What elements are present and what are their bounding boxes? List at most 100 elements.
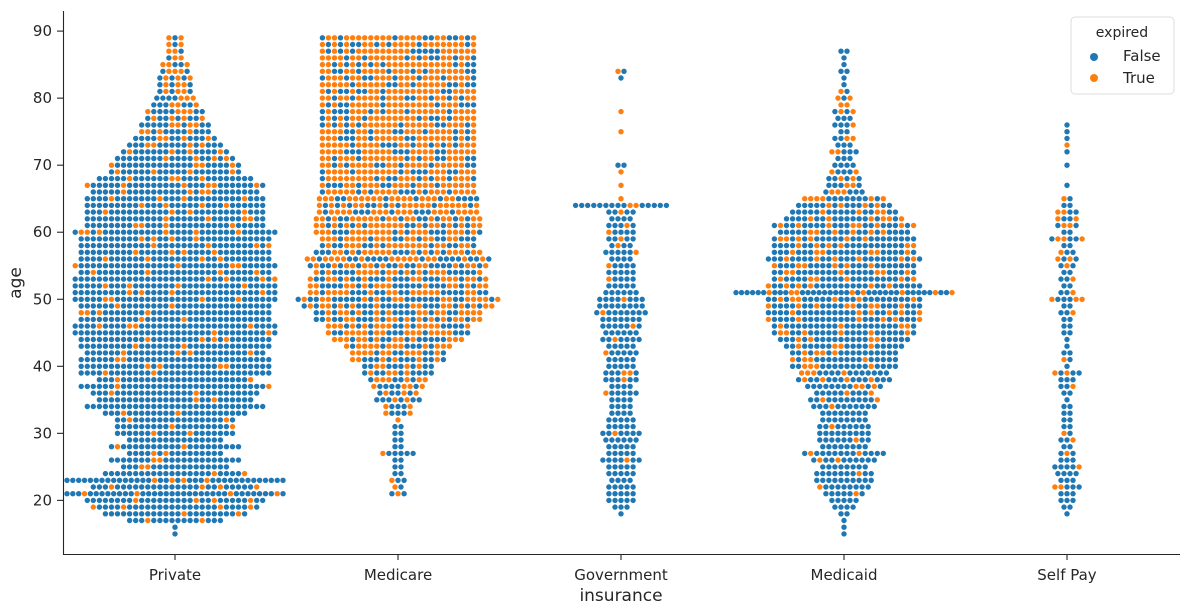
point-false (856, 182, 862, 188)
point-true (838, 242, 844, 249)
point-false (838, 303, 844, 309)
point-true (844, 303, 850, 309)
point-true (458, 249, 465, 255)
point-true (368, 269, 374, 276)
point-false (838, 122, 844, 128)
point-false (380, 108, 386, 115)
point-false (356, 289, 362, 296)
point-false (609, 403, 615, 410)
point-false (126, 410, 133, 416)
point-true (187, 108, 193, 115)
point-false (398, 323, 404, 329)
point-false (404, 356, 410, 363)
point-false (1064, 149, 1070, 155)
point-false (114, 256, 121, 262)
point-false (862, 216, 868, 222)
point-false (609, 370, 615, 376)
point-false (374, 276, 380, 282)
point-false (814, 377, 820, 383)
point-true (319, 236, 326, 242)
point-false (181, 397, 187, 403)
point-true (428, 149, 434, 155)
point-true (374, 269, 380, 276)
point-true (247, 350, 254, 356)
point-false (838, 216, 844, 222)
point-false (642, 310, 648, 316)
point-true (1061, 356, 1067, 363)
point-true (178, 68, 184, 75)
point-false (319, 249, 326, 255)
point-false (205, 256, 211, 262)
point-false (114, 403, 121, 410)
point-true (434, 88, 440, 95)
point-false (832, 196, 838, 202)
point-false (398, 363, 404, 369)
point-false (217, 383, 224, 390)
point-false (1064, 310, 1070, 316)
point-true (313, 229, 319, 235)
point-false (880, 249, 886, 255)
point-false (169, 504, 175, 510)
point-false (193, 350, 199, 356)
point-false (1070, 370, 1076, 376)
point-false (139, 182, 145, 188)
point-false (795, 330, 802, 336)
point-false (169, 457, 175, 463)
point-false (618, 464, 624, 470)
point-false (832, 356, 838, 363)
point-true (151, 450, 157, 457)
point-true (452, 68, 459, 75)
point-false (365, 256, 371, 262)
point-false (181, 363, 187, 369)
point-true (313, 289, 319, 296)
point-false (102, 263, 109, 269)
point-false (434, 182, 440, 188)
point-false (151, 330, 157, 336)
point-true (133, 222, 139, 229)
point-false (199, 511, 205, 517)
point-false (368, 129, 374, 135)
point-false (163, 504, 169, 510)
point-true (193, 397, 199, 403)
point-false (235, 303, 242, 309)
point-false (163, 457, 169, 463)
point-false (133, 169, 139, 175)
point-true (337, 289, 344, 296)
point-false (181, 222, 187, 229)
point-false (223, 377, 230, 383)
point-true (374, 363, 380, 369)
point-false (615, 370, 621, 376)
point-true (422, 41, 428, 48)
point-true (386, 61, 392, 68)
point-false (187, 289, 193, 296)
point-true (362, 122, 368, 128)
point-true (356, 242, 362, 249)
point-false (126, 363, 133, 369)
point-false (820, 477, 826, 483)
point-true (349, 249, 356, 255)
point-false (368, 189, 374, 195)
point-false (898, 296, 905, 302)
point-true (422, 283, 428, 289)
point-false (199, 497, 205, 504)
point-false (356, 155, 362, 162)
point-false (349, 222, 356, 229)
point-false (120, 383, 127, 390)
point-false (84, 497, 91, 504)
point-false (337, 330, 344, 336)
point-false (181, 303, 187, 309)
point-false (422, 316, 428, 323)
point-true (440, 108, 447, 115)
point-false (606, 222, 612, 229)
point-false (362, 316, 368, 323)
point-false (630, 343, 636, 349)
point-false (120, 242, 127, 249)
point-false (151, 390, 157, 396)
point-true (78, 229, 84, 235)
point-false (356, 283, 362, 289)
point-false (133, 202, 139, 209)
point-true (434, 356, 440, 363)
point-true (337, 142, 344, 148)
point-false (96, 196, 103, 202)
point-false (280, 477, 286, 483)
